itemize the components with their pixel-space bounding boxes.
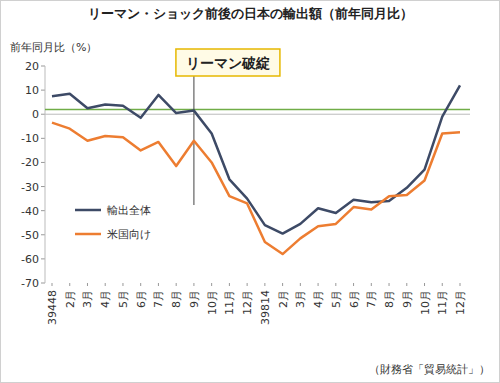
y-tick [41,114,45,115]
x-tick-label: 12月 [241,290,254,315]
x-tick-label: 5月 [117,290,130,308]
x-tick-label: 5月 [330,290,343,308]
annotation-text: リーマン破綻 [186,55,270,71]
x-tick [176,283,177,286]
annotation-box [176,49,280,76]
x-tick [193,283,194,286]
x-tick [300,283,301,286]
x-tick-label: 11月 [223,290,236,315]
legend-swatch [75,209,101,212]
y-tick [41,258,45,259]
x-tick [442,283,443,286]
x-tick [406,283,407,286]
y-tick-label: -10 [21,132,39,145]
legend-label: 米国向け [107,228,151,241]
x-tick [87,283,88,286]
x-tick-label: 2月 [277,290,290,308]
x-tick [158,283,159,286]
x-tick [140,283,141,286]
y-tick-label: 0 [32,108,39,121]
y-tick-label: 20 [25,60,39,73]
y-tick [41,90,45,91]
y-tick-label: -40 [21,205,39,218]
x-tick [318,283,319,286]
x-tick-label: 8月 [170,290,183,308]
y-tick-label: -30 [21,181,39,194]
x-tick [460,283,461,286]
x-tick-label: 3月 [81,290,94,308]
x-tick [52,283,53,286]
x-tick-label: 10月 [419,290,432,315]
y-tick-label: -20 [21,156,39,169]
y-label: 前年同月比（%） [10,41,97,54]
x-tick-label: 10月 [206,290,219,315]
x-tick-label: 6月 [135,290,148,308]
frame [1,1,500,383]
legend-swatch [75,233,101,236]
x-tick-label: 6月 [348,290,361,308]
x-tick [247,283,248,286]
x-tick [69,283,70,286]
y-tick-label: -70 [21,277,39,290]
y-tick [41,186,45,187]
y-tick-label: -60 [21,253,39,266]
x-tick-label: 9月 [188,290,201,308]
x-tick-label: 11月 [436,290,449,315]
x-tick [264,283,265,286]
y-axis [45,66,46,283]
y-tick-label: -50 [21,229,39,242]
x-tick-label: 7月 [152,290,165,308]
zero-line [45,114,470,115]
x-tick [105,283,106,286]
title: リーマン・ショック前後の日本の輸出額（前年同月比） [88,6,413,21]
x-tick [282,283,283,286]
x-tick [335,283,336,286]
x-tick [389,283,390,286]
x-tick-label: 7月 [365,290,378,308]
source: （財務省「貿易統計」） [369,363,490,376]
x-tick-label: 12月 [454,290,467,315]
x-tick-label: 2月 [64,290,77,308]
x-tick [424,283,425,286]
y-tick [41,66,45,67]
x-tick-label: 4月 [99,290,112,308]
reference-line [45,109,470,111]
x-tick [229,283,230,286]
chart-svg: リーマン・ショック前後の日本の輸出額（前年同月比） 前年同月比（%） 20 10 0 -1… [0,0,500,383]
plot-area [45,75,470,254]
y-tick [41,138,45,139]
chart-container: リーマン・ショック前後の日本の輸出額（前年同月比） 前年同月比（%） 20 10 0 -1… [0,0,500,383]
y-tick [41,210,45,211]
x-tick [122,283,123,286]
y-tick-label: 10 [25,84,39,97]
y-tick [41,162,45,163]
x-tick-label: 39448 [46,290,59,325]
y-tick [41,283,45,284]
x-tick [211,283,212,286]
x-tick-label: 39814 [259,290,272,325]
y-tick [41,234,45,235]
x-tick-label: 3月 [294,290,307,308]
series-line [52,123,460,254]
x-tick-label: 4月 [312,290,325,308]
series-line [52,85,460,233]
x-tick [371,283,372,286]
legend-label: 輸出全体 [107,204,151,217]
x-tick-label: 9月 [401,290,414,308]
x-tick [353,283,354,286]
x-tick-label: 8月 [383,290,396,308]
